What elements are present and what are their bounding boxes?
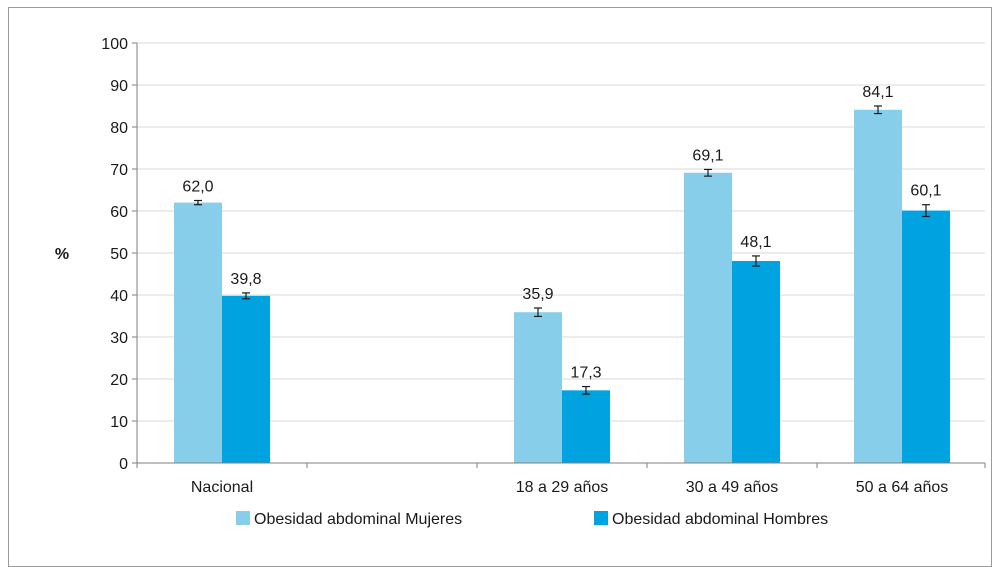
data-label: 48,1 — [740, 234, 771, 251]
bars — [174, 109, 950, 463]
axes: 0 10 20 30 40 50 60 70 80 90 100 Nacional 18 a 29 añ… — [101, 36, 986, 496]
y-tick-label: 50 — [110, 246, 128, 263]
data-label: 60,1 — [910, 183, 941, 200]
legend-label: Obesidad abdominal Mujeres — [254, 511, 462, 528]
bar — [684, 172, 732, 463]
data-label: 69,1 — [692, 147, 723, 164]
chart-frame — [8, 7, 992, 567]
x-tick-label: 18 a 29 años — [516, 479, 609, 496]
data-label: 35,9 — [522, 286, 553, 303]
bar — [732, 260, 780, 463]
bar — [562, 390, 610, 463]
legend: Obesidad abdominal Mujeres Obesidad abdom… — [236, 511, 828, 528]
y-tick-label: 20 — [110, 372, 128, 389]
gridlines — [137, 42, 985, 422]
bar-chart: 62,0 39,8 35,9 17,3 69,1 48,1 84,1 60,1 0 10 20 30… — [55, 36, 986, 528]
bar — [902, 210, 950, 463]
y-tick-label: 40 — [110, 288, 128, 305]
y-tick-label: 100 — [101, 36, 128, 53]
y-tick-label: 70 — [110, 162, 128, 179]
data-label: 17,3 — [570, 365, 601, 382]
bar — [854, 109, 902, 463]
data-label: 39,8 — [230, 271, 261, 288]
y-axis-label: % — [55, 246, 69, 263]
data-label: 62,0 — [182, 179, 213, 196]
y-tick-label: 90 — [110, 78, 128, 95]
data-label: 84,1 — [862, 84, 893, 101]
x-tick-label: 50 a 64 años — [856, 479, 949, 496]
y-tick-label: 80 — [110, 120, 128, 137]
bar — [222, 295, 270, 463]
legend-label: Obesidad abdominal Hombres — [612, 511, 828, 528]
x-tick-label: 30 a 49 años — [686, 479, 779, 496]
bar — [174, 202, 222, 463]
x-tick-label: Nacional — [191, 479, 253, 496]
y-tick-label: 60 — [110, 204, 128, 221]
legend-swatch — [236, 511, 250, 525]
y-tick-label: 0 — [119, 456, 128, 473]
data-labels: 62,0 39,8 35,9 17,3 69,1 48,1 84,1 60,1 — [182, 84, 941, 382]
y-tick-label: 30 — [110, 330, 128, 347]
y-tick-label: 10 — [110, 414, 128, 431]
legend-swatch — [594, 511, 608, 525]
bar — [514, 312, 562, 463]
error-bars — [194, 105, 930, 395]
